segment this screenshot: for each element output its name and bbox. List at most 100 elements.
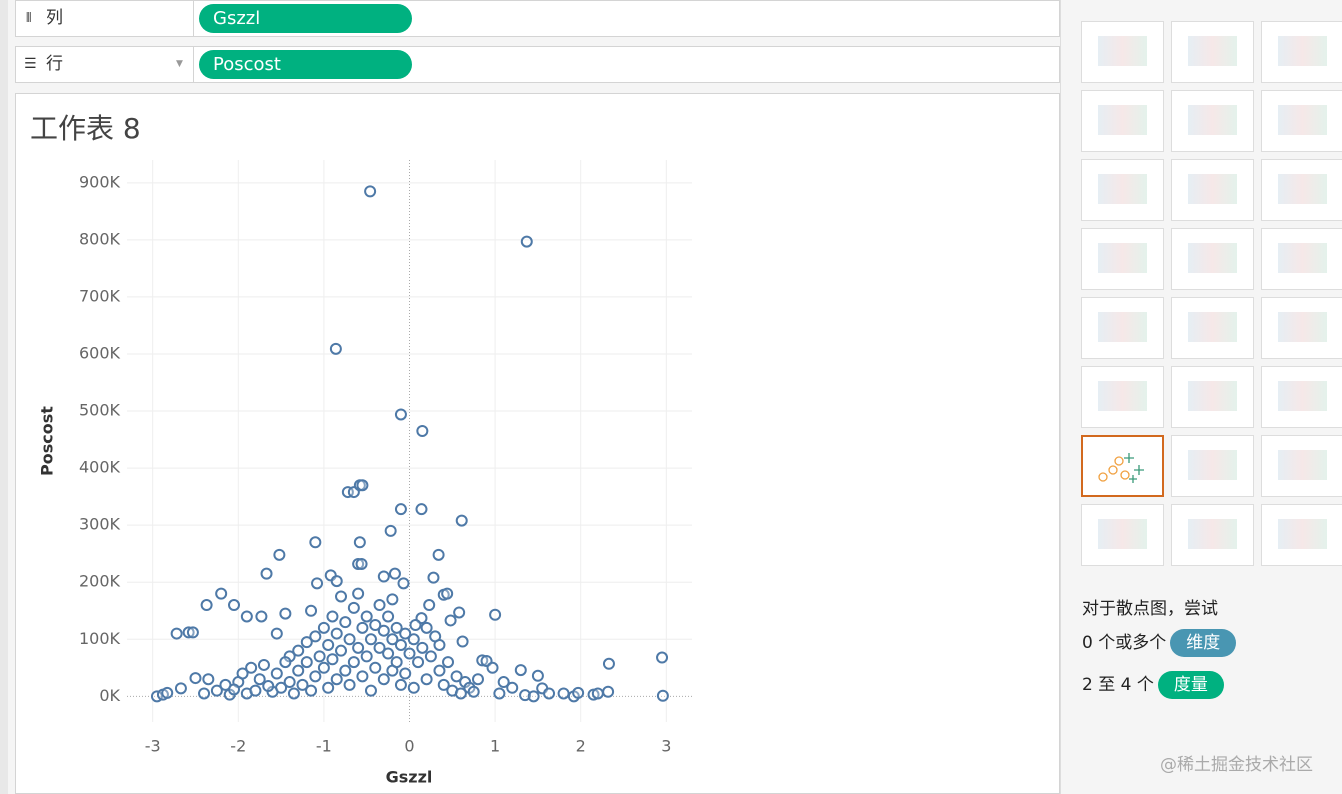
chart-option[interactable]	[1081, 90, 1164, 152]
point	[390, 656, 403, 669]
columns-shelf[interactable]: ⫴ 列 Gszzl	[15, 0, 1060, 37]
chart-option[interactable]	[1261, 435, 1342, 497]
point	[399, 667, 412, 680]
point	[329, 342, 342, 355]
point	[245, 661, 258, 674]
point	[656, 651, 669, 664]
y-tick-label: 0K	[99, 686, 120, 705]
y-tick-label: 900K	[79, 172, 121, 191]
point	[347, 601, 360, 614]
point	[215, 587, 228, 600]
point	[377, 570, 390, 583]
chart-option[interactable]	[1081, 228, 1164, 290]
chart-option[interactable]	[1261, 504, 1342, 566]
point	[602, 685, 615, 698]
shelf-icon: ☰	[24, 56, 37, 72]
chart-option[interactable]	[1261, 297, 1342, 359]
point	[322, 681, 335, 694]
point	[602, 657, 615, 670]
chart-option[interactable]	[1171, 21, 1254, 83]
point	[300, 656, 313, 669]
point	[420, 673, 433, 686]
measure-pill: 度量	[1157, 671, 1224, 699]
point	[388, 567, 401, 580]
point	[322, 638, 335, 651]
chart-option[interactable]	[1261, 90, 1342, 152]
point	[198, 687, 211, 700]
chart-option[interactable]	[1081, 297, 1164, 359]
chart-option-selected[interactable]	[1081, 435, 1164, 497]
chart-option[interactable]	[1261, 228, 1342, 290]
point	[519, 689, 532, 702]
point	[394, 408, 407, 421]
chart-option[interactable]	[1081, 504, 1164, 566]
chart-option[interactable]	[1171, 228, 1254, 290]
shelf-label-text: 列	[46, 8, 63, 28]
chart-option[interactable]	[1171, 297, 1254, 359]
point	[394, 638, 407, 651]
point	[386, 593, 399, 606]
point	[416, 425, 429, 438]
point	[493, 687, 506, 700]
point	[360, 650, 373, 663]
point	[292, 644, 305, 657]
chart-option[interactable]	[1171, 366, 1254, 428]
field-pill[interactable]: Gszzl	[199, 4, 412, 33]
shelf-label-text: 行	[46, 54, 63, 74]
requirement: 2 至 4 个度量	[1082, 670, 1224, 699]
point	[270, 627, 283, 640]
point	[330, 673, 343, 686]
point	[399, 627, 412, 640]
point	[273, 548, 286, 561]
y-axis-title: Poscost	[38, 406, 57, 476]
point	[335, 590, 348, 603]
left-panel-edge	[0, 0, 8, 794]
point	[369, 661, 382, 674]
point	[279, 656, 292, 669]
chart-option[interactable]	[1171, 504, 1254, 566]
point	[444, 614, 457, 627]
chart-option[interactable]	[1081, 21, 1164, 83]
point	[240, 610, 253, 623]
point	[433, 638, 446, 651]
point	[424, 650, 437, 663]
point	[356, 670, 369, 683]
point	[377, 624, 390, 637]
point	[283, 676, 296, 689]
chart-option[interactable]	[1081, 159, 1164, 221]
point	[656, 689, 669, 702]
rows-shelf[interactable]: ☰ 行 ▼ Poscost	[15, 46, 1060, 83]
chart-option[interactable]	[1261, 21, 1342, 83]
point	[471, 673, 484, 686]
chart-option[interactable]	[1261, 159, 1342, 221]
y-tick-label: 100K	[79, 629, 121, 648]
point	[174, 682, 187, 695]
point	[390, 621, 403, 634]
y-tick-label: 600K	[79, 343, 121, 362]
chart-option[interactable]	[1261, 366, 1342, 428]
dropdown-arrow[interactable]: ▼	[176, 59, 183, 69]
x-axis-title: Gszzl	[386, 768, 433, 787]
point	[454, 687, 467, 700]
point	[467, 685, 480, 698]
point	[489, 608, 502, 621]
chart-option[interactable]	[1171, 90, 1254, 152]
point	[309, 536, 322, 549]
y-tick-label: 500K	[79, 401, 121, 420]
point	[407, 681, 420, 694]
point	[416, 641, 429, 654]
field-pill[interactable]: Poscost	[199, 50, 412, 79]
point	[313, 650, 326, 663]
point	[382, 610, 395, 623]
chart-option[interactable]	[1081, 366, 1164, 428]
point	[373, 641, 386, 654]
point	[236, 667, 249, 680]
point	[386, 633, 399, 646]
show-me-hint: 对于散点图，尝试	[1082, 599, 1218, 619]
chart-option[interactable]	[1171, 435, 1254, 497]
point	[433, 664, 446, 677]
x-tick-label: 3	[661, 737, 671, 756]
chart-option[interactable]	[1171, 159, 1254, 221]
point	[377, 673, 390, 686]
point	[352, 641, 365, 654]
